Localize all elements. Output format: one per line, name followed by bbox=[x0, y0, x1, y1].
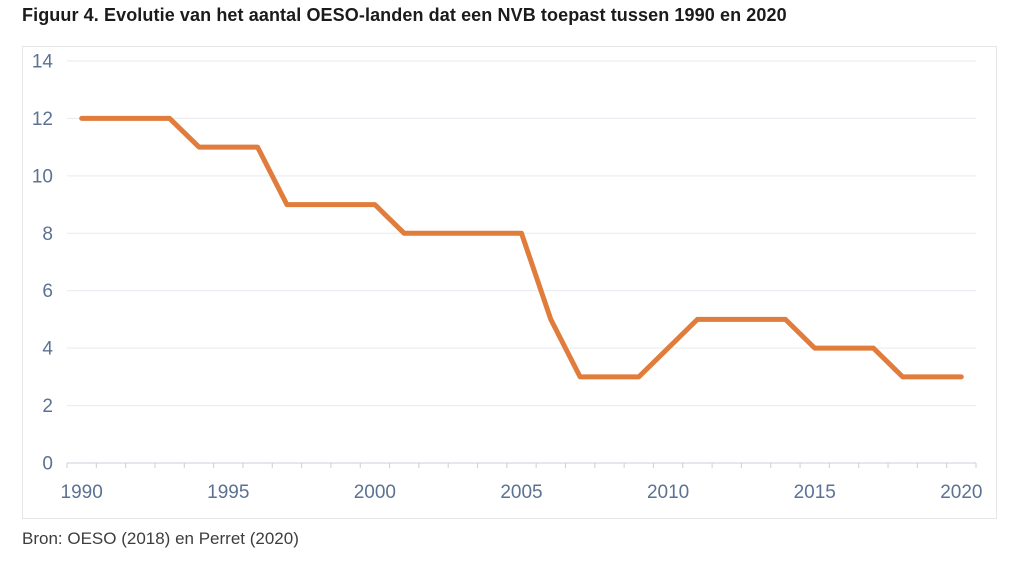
svg-text:14: 14 bbox=[32, 52, 54, 73]
svg-text:2015: 2015 bbox=[794, 482, 836, 503]
figure-title: Figuur 4. Evolutie van het aantal OESO-l… bbox=[22, 5, 787, 25]
svg-text:4: 4 bbox=[42, 339, 53, 360]
svg-text:1995: 1995 bbox=[207, 482, 249, 503]
svg-text:1990: 1990 bbox=[61, 482, 103, 503]
svg-text:2000: 2000 bbox=[354, 482, 396, 503]
svg-text:2: 2 bbox=[42, 396, 53, 417]
line-chart-container: 0 2 4 6 8 10 12 14 1990 1995 2000 2005 2010 2015 2020 bbox=[22, 46, 997, 519]
svg-text:12: 12 bbox=[32, 109, 53, 130]
svg-text:2010: 2010 bbox=[647, 482, 689, 503]
source-note: Bron: OESO (2018) en Perret (2020) bbox=[22, 529, 299, 548]
svg-text:6: 6 bbox=[42, 281, 53, 302]
svg-text:10: 10 bbox=[32, 166, 53, 187]
line-chart-svg: 0 2 4 6 8 10 12 14 1990 1995 2000 2005 2010 2015 2020 bbox=[32, 52, 983, 504]
svg-text:8: 8 bbox=[42, 224, 53, 245]
svg-text:2005: 2005 bbox=[500, 482, 542, 503]
svg-text:0: 0 bbox=[42, 454, 53, 475]
svg-text:2020: 2020 bbox=[940, 482, 982, 503]
